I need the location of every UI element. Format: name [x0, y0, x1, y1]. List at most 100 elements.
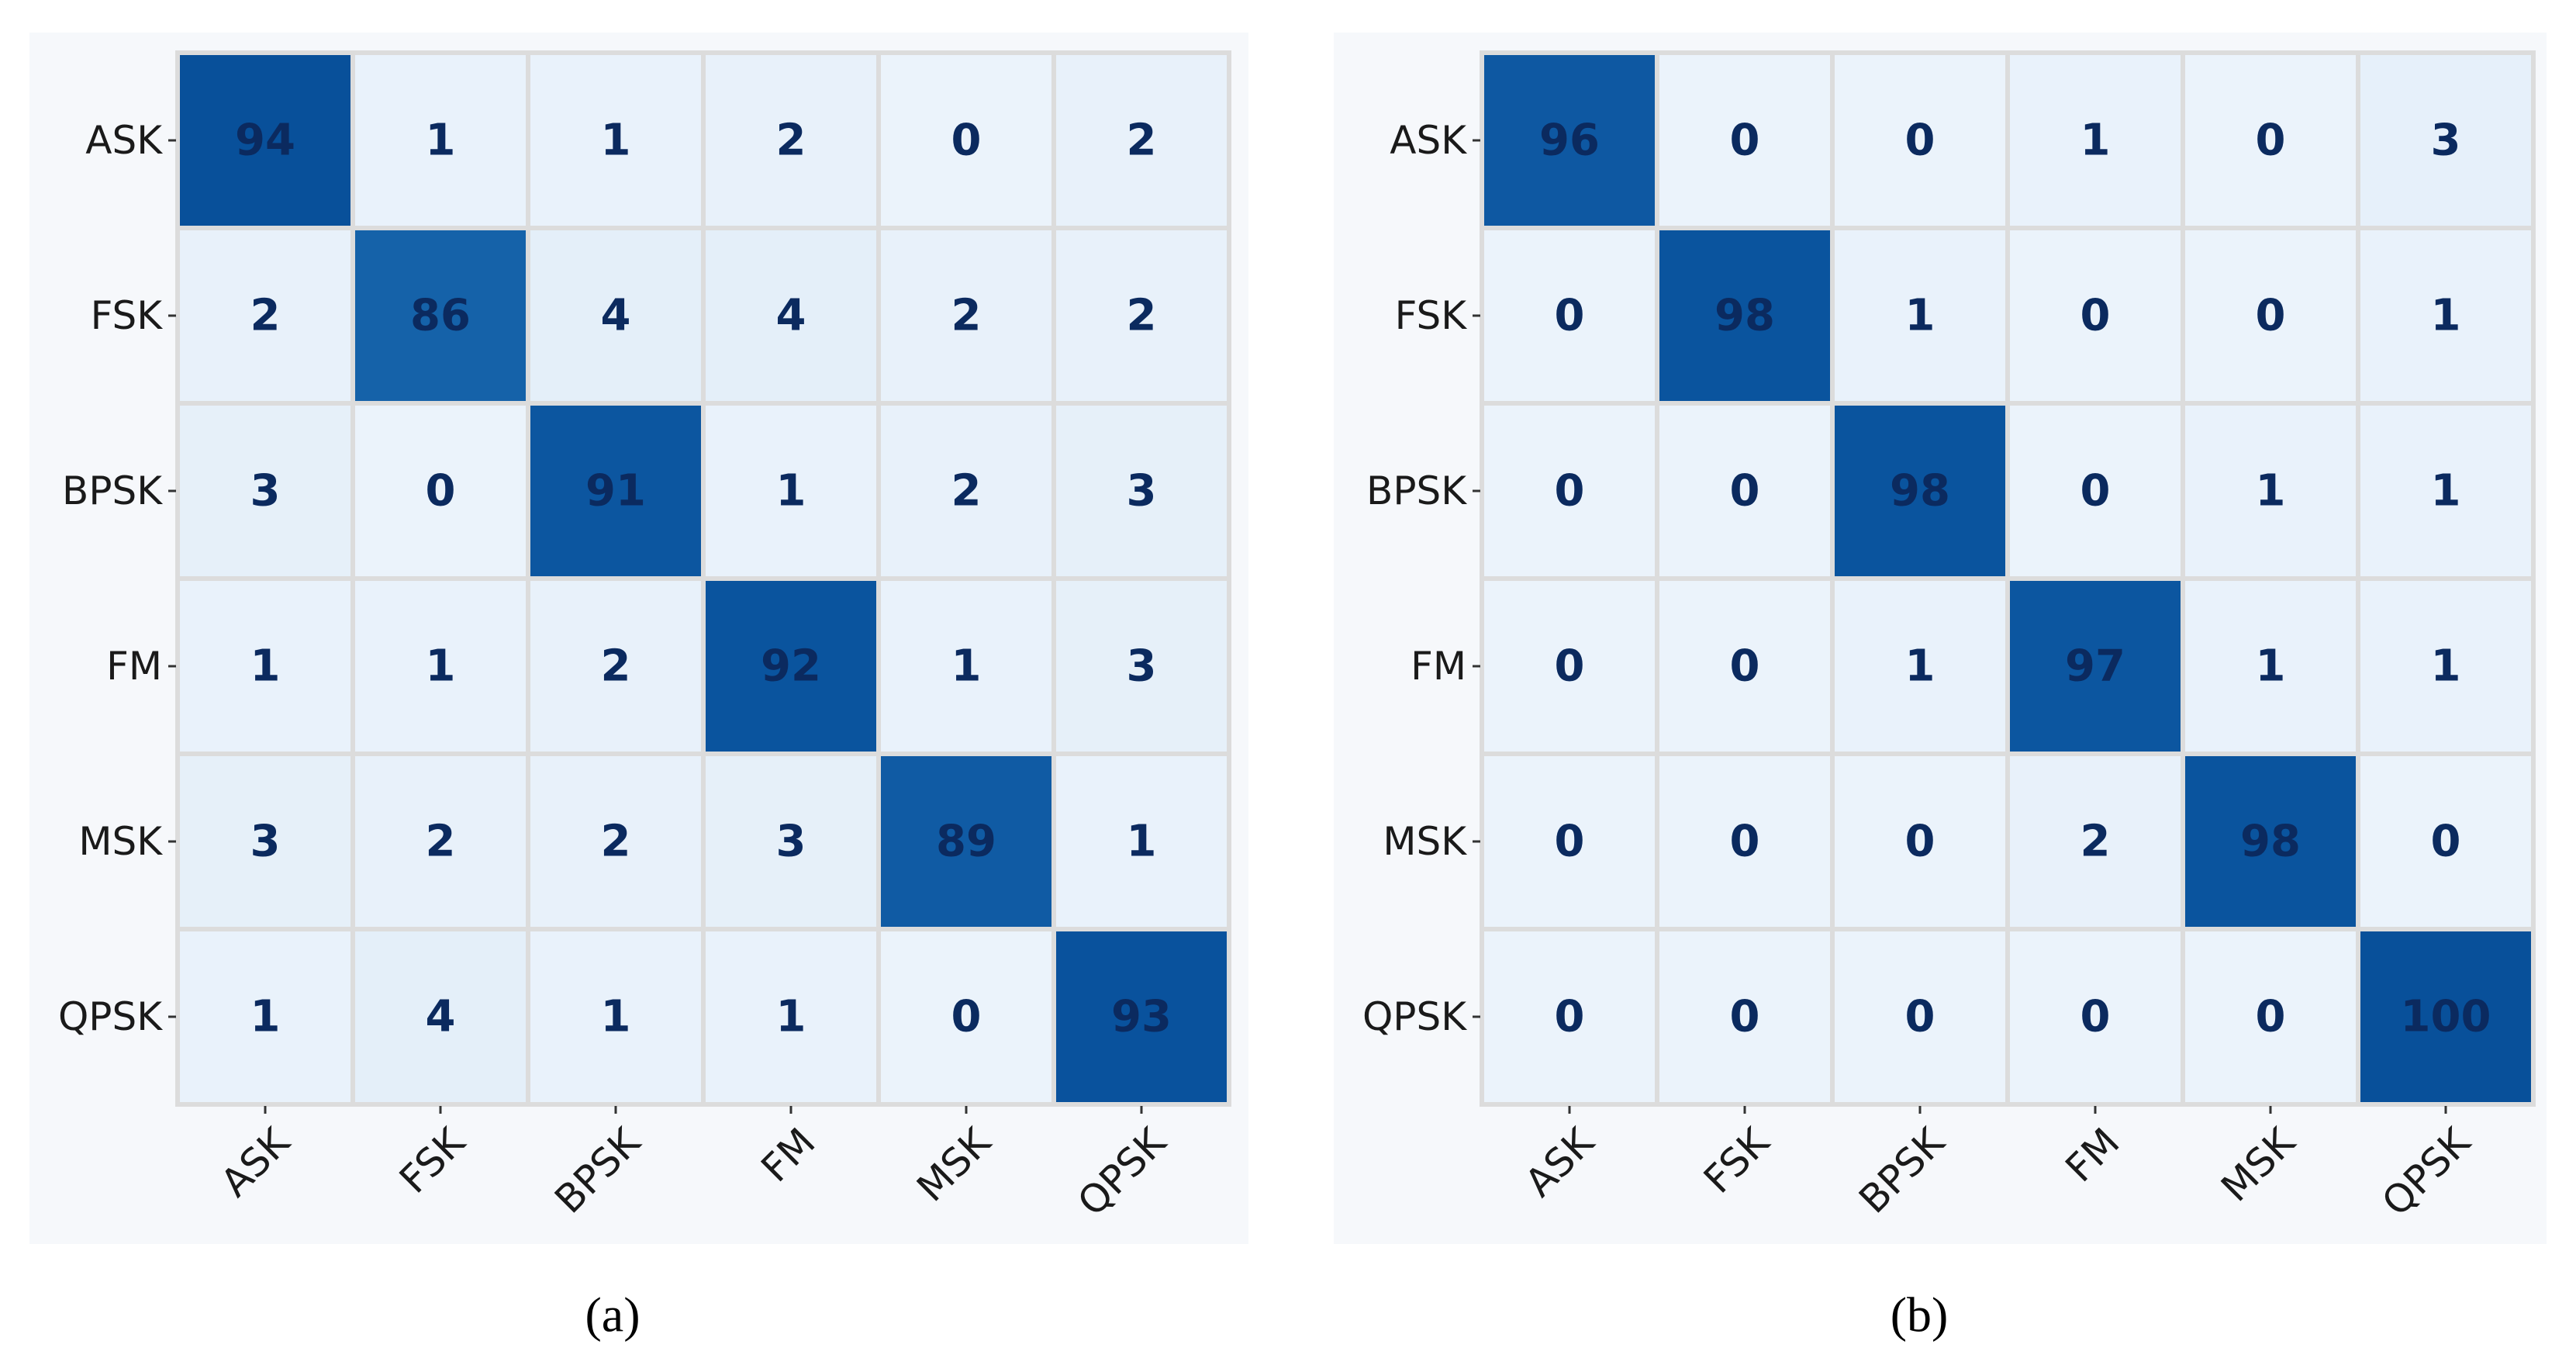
cell-label: 98 [2240, 817, 2301, 867]
y-tick-label: BPSK [62, 468, 163, 513]
cell-label: 2 [2080, 817, 2111, 867]
cell-label: 0 [2256, 992, 2286, 1042]
heatmap-cell [2356, 576, 2536, 756]
y-tick-label: MSK [78, 819, 163, 864]
heatmap-cell [876, 927, 1056, 1107]
cell-label: 1 [2431, 466, 2461, 517]
cell-label: 0 [1555, 466, 1585, 517]
heatmap-cell [1655, 576, 1835, 756]
cell-label: 0 [2256, 116, 2286, 166]
heatmap-cell [526, 927, 706, 1107]
cell-label: 0 [1730, 466, 1760, 517]
cell-label: 2 [951, 466, 982, 517]
cell-label: 1 [601, 116, 631, 166]
y-tick-label: FSK [91, 293, 164, 338]
heatmap-cell [1480, 401, 1659, 581]
cell-label: 0 [1730, 641, 1760, 692]
heatmap-cell [2181, 752, 2360, 931]
cell-label: 0 [1730, 992, 1760, 1042]
heatmap-cell [701, 576, 881, 756]
heatmap-cell [2356, 226, 2536, 406]
cell-label: 0 [1555, 291, 1585, 341]
caption: (a) [585, 1287, 640, 1342]
cell-label: 0 [2080, 466, 2111, 517]
cell-label: 0 [1555, 641, 1585, 692]
heatmap-cell [1655, 50, 1835, 230]
heatmap-cell [1830, 927, 2010, 1107]
cell-label: 1 [2431, 291, 2461, 341]
cell-label: 4 [426, 992, 456, 1042]
cell-label: 2 [426, 817, 456, 867]
cell-label: 0 [426, 466, 456, 517]
cell-label: 2 [951, 291, 982, 341]
heatmap-cell [1480, 226, 1659, 406]
cell-label: 0 [2256, 291, 2286, 341]
heatmap-cell [2181, 401, 2360, 581]
cell-label: 1 [2080, 116, 2111, 166]
cell-label: 1 [776, 992, 806, 1042]
heatmap-cell [2181, 576, 2360, 756]
cell-label: 2 [250, 291, 281, 341]
heatmap-cell [2356, 927, 2536, 1107]
y-tick-label: FSK [1395, 293, 1468, 338]
cell-label: 98 [1890, 466, 1950, 517]
cell-label: 2 [1127, 291, 1157, 341]
cell-label: 2 [1127, 116, 1157, 166]
heatmap-cell [701, 401, 881, 581]
heatmap-cell [2005, 226, 2185, 406]
heatmap-cell [175, 927, 355, 1107]
heatmap-cell [175, 752, 355, 931]
cell-label: 1 [250, 992, 281, 1042]
heatmap-cell [876, 576, 1056, 756]
y-tick-label: FM [1411, 644, 1466, 689]
cell-label: 1 [601, 992, 631, 1042]
cell-label: 0 [1905, 992, 1935, 1042]
cell-label: 0 [2431, 817, 2461, 867]
cell-label: 2 [601, 817, 631, 867]
cell-label: 1 [426, 641, 456, 692]
cell-label: 0 [1730, 116, 1760, 166]
cell-label: 89 [936, 817, 996, 867]
heatmap-cell [876, 752, 1056, 931]
cell-label: 0 [2080, 992, 2111, 1042]
heatmap-cell [350, 752, 530, 931]
cell-label: 1 [951, 641, 982, 692]
heatmap-cell [350, 401, 530, 581]
y-tick-label: ASK [85, 118, 163, 163]
cell-label: 0 [1555, 817, 1585, 867]
heatmap-cell [1051, 752, 1231, 931]
heatmap-cell [1051, 576, 1231, 756]
heatmap-cell [350, 50, 530, 230]
cell-label: 3 [2431, 116, 2461, 166]
heatmap-cell [1830, 576, 2010, 756]
cell-label: 3 [776, 817, 806, 867]
cell-label: 3 [250, 466, 281, 517]
y-tick-label: QPSK [1362, 994, 1467, 1039]
heatmap-cell [2181, 226, 2360, 406]
heatmap-cell [1830, 226, 2010, 406]
heatmap-cell [1051, 401, 1231, 581]
heatmap-cell [175, 50, 355, 230]
heatmap-cell [876, 401, 1056, 581]
cell-label: 92 [761, 641, 821, 692]
heatmap-cell [175, 401, 355, 581]
heatmap-cell [2005, 50, 2185, 230]
y-tick-label: FM [106, 644, 162, 689]
y-tick-label: ASK [1390, 118, 1467, 163]
cell-label: 1 [2256, 641, 2286, 692]
cell-label: 1 [776, 466, 806, 517]
cell-label: 0 [951, 116, 982, 166]
heatmap-cell [1655, 401, 1835, 581]
heatmap-cell [2005, 927, 2185, 1107]
cell-label: 0 [951, 992, 982, 1042]
heatmap-cell [526, 576, 706, 756]
cell-label: 0 [1905, 817, 1935, 867]
cell-label: 1 [250, 641, 281, 692]
cell-label: 1 [1905, 291, 1935, 341]
cell-label: 0 [1555, 992, 1585, 1042]
cell-label: 86 [410, 291, 471, 341]
heatmap-cell [2356, 50, 2536, 230]
heatmap-cell [1655, 927, 1835, 1107]
cell-label: 3 [1127, 466, 1157, 517]
